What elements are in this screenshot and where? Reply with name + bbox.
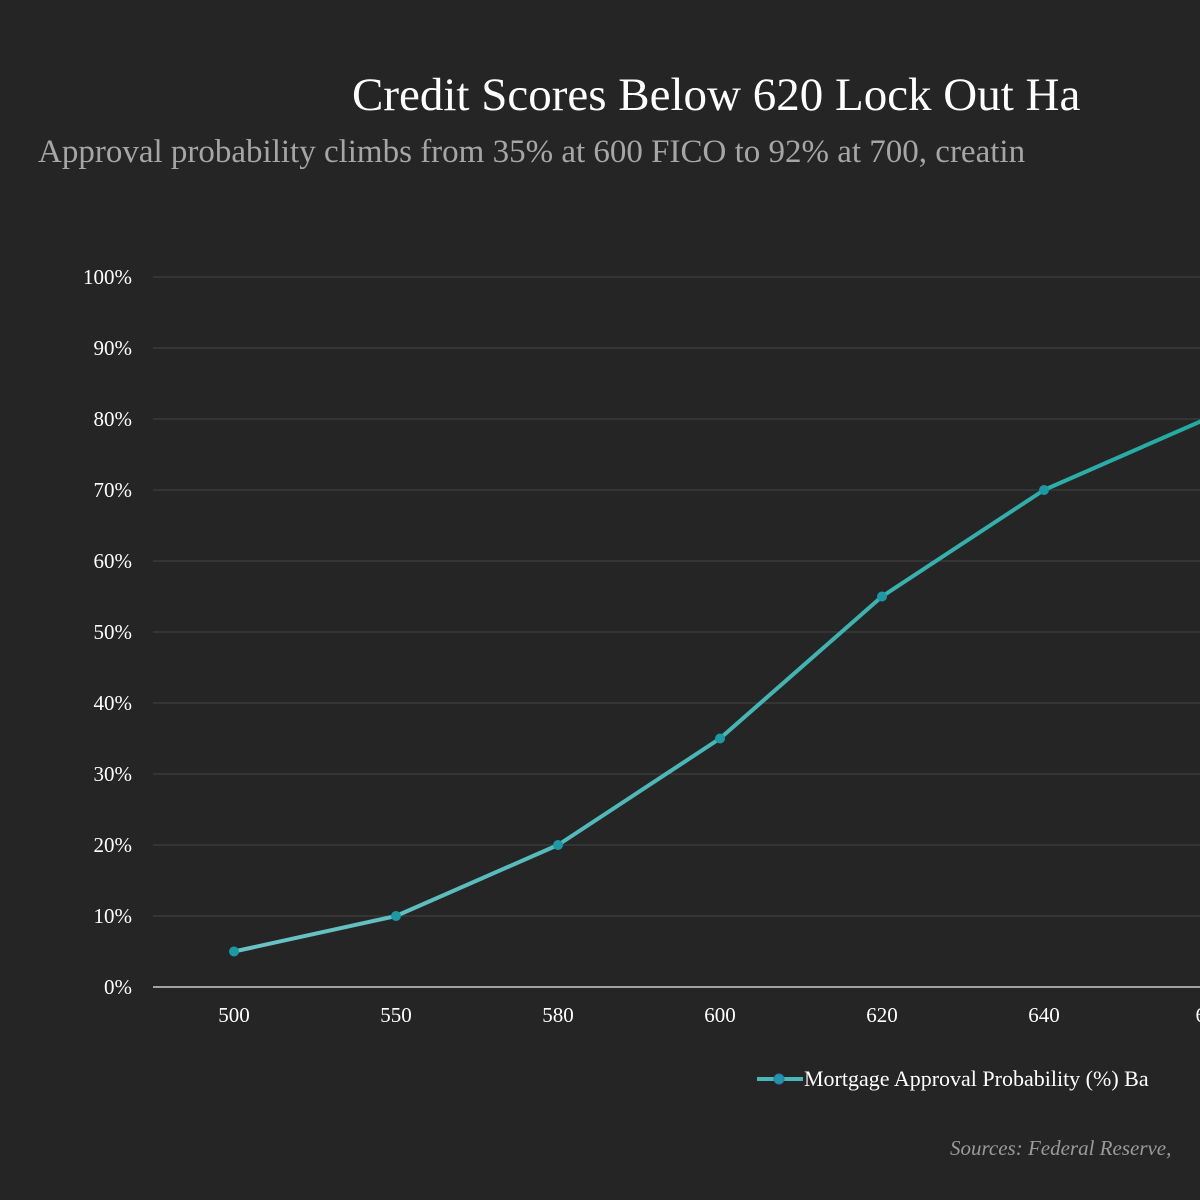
legend-line-icon bbox=[757, 1073, 803, 1085]
x-tick-label: 600 bbox=[704, 1003, 736, 1027]
y-tick-label: 20% bbox=[94, 833, 133, 857]
x-tick-label: 620 bbox=[866, 1003, 898, 1027]
legend-label: Mortgage Approval Probability (%) Ba bbox=[804, 1066, 1149, 1091]
y-tick-label: 50% bbox=[94, 620, 133, 644]
y-tick-label: 100% bbox=[83, 265, 132, 289]
chart-subtitle: Approval probability climbs from 35% at … bbox=[38, 134, 1026, 170]
legend: Mortgage Approval Probability (%) Ba bbox=[756, 1066, 1149, 1092]
source-note: Sources: Federal Reserve, bbox=[950, 1136, 1172, 1160]
y-tick-label: 40% bbox=[94, 691, 133, 715]
chart-title: Credit Scores Below 620 Lock Out Ha bbox=[352, 69, 1081, 121]
y-tick-label: 80% bbox=[94, 407, 133, 431]
data-point bbox=[553, 840, 563, 850]
x-tick-label: 550 bbox=[380, 1003, 412, 1027]
data-point bbox=[229, 946, 239, 957]
y-tick-label: 70% bbox=[94, 478, 133, 502]
data-point bbox=[715, 733, 725, 744]
x-tick-label: 66 bbox=[1196, 1003, 1200, 1027]
y-tick-label: 0% bbox=[104, 975, 132, 999]
x-tick-label: 580 bbox=[542, 1003, 574, 1027]
y-tick-label: 10% bbox=[94, 904, 133, 928]
x-tick-label: 640 bbox=[1028, 1003, 1060, 1027]
y-tick-label: 30% bbox=[94, 762, 133, 786]
y-tick-label: 90% bbox=[94, 336, 133, 360]
y-tick-label: 60% bbox=[94, 549, 133, 573]
data-point bbox=[877, 591, 887, 602]
data-point bbox=[391, 911, 401, 921]
series-line bbox=[233, 419, 1200, 954]
x-tick-label: 500 bbox=[218, 1003, 250, 1027]
data-point bbox=[1039, 485, 1049, 495]
